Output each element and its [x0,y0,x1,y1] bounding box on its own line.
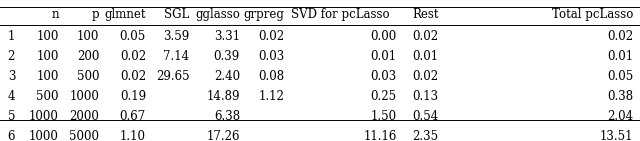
Text: 100: 100 [36,50,59,63]
Text: 6: 6 [8,130,15,141]
Text: 0.00: 0.00 [371,30,397,43]
Text: 0.01: 0.01 [371,50,397,63]
Text: 0.03: 0.03 [371,70,397,83]
Text: 11.16: 11.16 [364,130,397,141]
Text: 1.12: 1.12 [259,90,284,103]
Text: p: p [92,8,99,21]
Text: 17.26: 17.26 [207,130,240,141]
Text: 500: 500 [77,70,99,83]
Text: 29.65: 29.65 [156,70,189,83]
Text: 0.38: 0.38 [607,90,634,103]
Text: 2.40: 2.40 [214,70,240,83]
Text: 6.38: 6.38 [214,110,240,123]
Text: 0.05: 0.05 [607,70,634,83]
Text: gglasso: gglasso [195,8,240,21]
Text: 0.25: 0.25 [371,90,397,103]
Text: 3.31: 3.31 [214,30,240,43]
Text: 1000: 1000 [69,90,99,103]
Text: 0.02: 0.02 [120,70,146,83]
Text: 0.02: 0.02 [412,70,438,83]
Text: 0.01: 0.01 [412,50,438,63]
Text: 5000: 5000 [69,130,99,141]
Text: 1.50: 1.50 [371,110,397,123]
Text: 0.02: 0.02 [607,30,634,43]
Text: 2.04: 2.04 [607,110,634,123]
Text: 2.35: 2.35 [412,130,438,141]
Text: SVD for pcLasso: SVD for pcLasso [291,8,390,21]
Text: 0.39: 0.39 [214,50,240,63]
Text: 3: 3 [8,70,15,83]
Text: 7.14: 7.14 [163,50,189,63]
Text: 2000: 2000 [69,110,99,123]
Text: 0.02: 0.02 [258,30,284,43]
Text: 1000: 1000 [29,130,59,141]
Text: 3.59: 3.59 [163,30,189,43]
Text: 100: 100 [77,30,99,43]
Text: 200: 200 [77,50,99,63]
Text: 0.67: 0.67 [120,110,146,123]
Text: 4: 4 [8,90,15,103]
Text: 2: 2 [8,50,15,63]
Text: glmnet: glmnet [104,8,146,21]
Text: 5: 5 [8,110,15,123]
Text: 0.03: 0.03 [258,50,284,63]
Text: 1000: 1000 [29,110,59,123]
Text: 100: 100 [36,70,59,83]
Text: 100: 100 [36,30,59,43]
Text: 0.19: 0.19 [120,90,146,103]
Text: Total pcLasso: Total pcLasso [552,8,634,21]
Text: 0.05: 0.05 [120,30,146,43]
Text: 1: 1 [8,30,15,43]
Text: 0.08: 0.08 [258,70,284,83]
Text: Rest: Rest [412,8,438,21]
Text: SGL: SGL [164,8,189,21]
Text: 0.02: 0.02 [120,50,146,63]
Text: 500: 500 [36,90,59,103]
Text: 13.51: 13.51 [600,130,634,141]
Text: 0.54: 0.54 [412,110,438,123]
Text: 0.01: 0.01 [607,50,634,63]
Text: 14.89: 14.89 [207,90,240,103]
Text: 0.02: 0.02 [412,30,438,43]
Text: 1.10: 1.10 [120,130,146,141]
Text: 0.13: 0.13 [412,90,438,103]
Text: n: n [51,8,59,21]
Text: grpreg: grpreg [243,8,284,21]
